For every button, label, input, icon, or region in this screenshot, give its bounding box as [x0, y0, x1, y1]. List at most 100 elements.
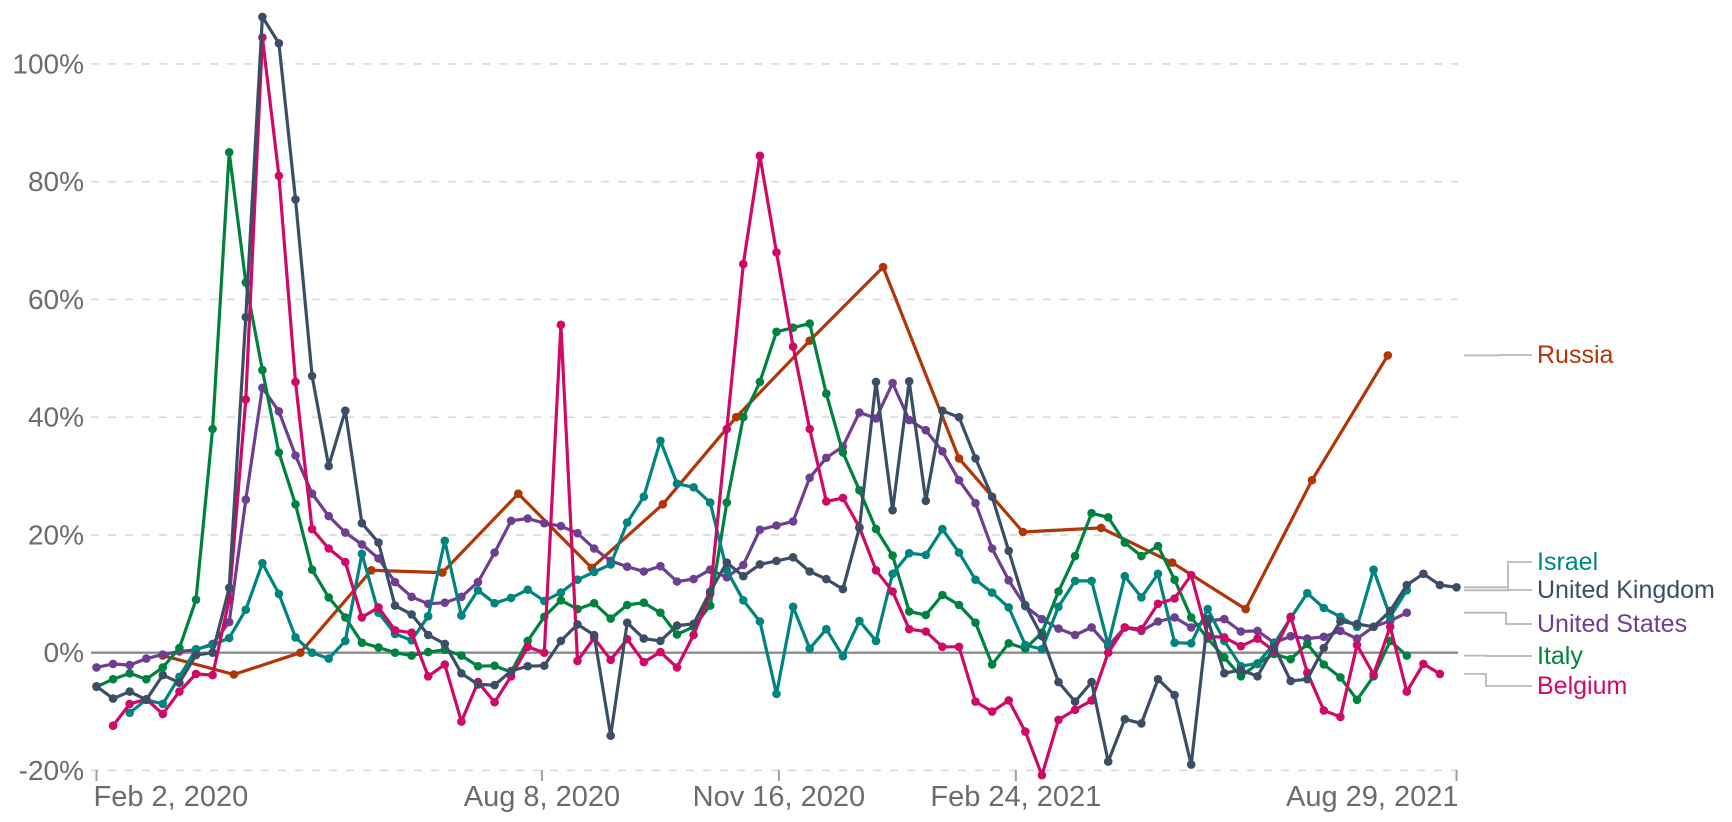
- data-point: [540, 518, 549, 528]
- data-point: [440, 598, 450, 607]
- data-point: [656, 561, 665, 571]
- data-point: [805, 473, 814, 483]
- data-point: [722, 498, 732, 507]
- data-point: [606, 655, 615, 665]
- data-point: [838, 584, 848, 594]
- data-point: [1054, 715, 1063, 725]
- data-point: [1186, 613, 1196, 622]
- data-point: [1253, 672, 1262, 681]
- data-point: [258, 12, 267, 22]
- data-point: [971, 697, 980, 706]
- series-italy[interactable]: [92, 148, 1412, 705]
- data-point: [307, 648, 317, 657]
- data-point: [921, 425, 931, 435]
- data-point: [1087, 508, 1096, 518]
- data-point: [739, 412, 748, 422]
- legend-label-united-states[interactable]: United States: [1537, 610, 1687, 638]
- data-point: [1070, 551, 1080, 561]
- legend-label-united-kingdom[interactable]: United Kingdom: [1537, 576, 1715, 604]
- data-point: [1186, 570, 1196, 580]
- data-point: [540, 661, 549, 670]
- data-point: [357, 613, 367, 622]
- data-point: [274, 171, 284, 181]
- data-point: [1303, 674, 1312, 684]
- data-point: [705, 498, 715, 507]
- data-point: [921, 550, 931, 560]
- data-point: [1336, 673, 1345, 682]
- data-point: [1004, 603, 1013, 612]
- data-point: [788, 553, 798, 562]
- legend-label-italy[interactable]: Italy: [1537, 642, 1583, 670]
- series-belgium[interactable]: [108, 33, 1445, 780]
- data-point: [722, 558, 732, 567]
- data-point: [1153, 599, 1163, 609]
- data-point: [1021, 640, 1030, 650]
- series-united-states[interactable]: [92, 378, 1412, 672]
- data-point: [1167, 558, 1177, 567]
- data-point: [938, 406, 947, 416]
- data-point: [1120, 571, 1130, 581]
- data-point: [1021, 727, 1030, 736]
- data-point: [208, 648, 217, 657]
- data-point: [556, 636, 566, 646]
- data-point: [556, 588, 566, 597]
- data-point: [291, 500, 300, 509]
- data-point: [938, 642, 947, 652]
- data-point: [274, 448, 284, 457]
- data-point: [1004, 576, 1013, 585]
- data-point: [1170, 575, 1179, 584]
- legend-label-israel[interactable]: Israel: [1537, 548, 1598, 576]
- data-point: [1096, 523, 1106, 533]
- data-point: [755, 525, 765, 534]
- data-point: [390, 577, 400, 587]
- x-axis-label: Aug 29, 2021: [1286, 781, 1459, 813]
- data-point: [490, 661, 499, 670]
- data-point: [1369, 622, 1378, 632]
- data-point: [473, 661, 483, 671]
- data-point: [1120, 623, 1130, 632]
- series-israel[interactable]: [125, 436, 1412, 718]
- data-point: [888, 505, 897, 515]
- data-point: [142, 674, 151, 684]
- data-point: [158, 670, 168, 680]
- data-point: [523, 642, 532, 652]
- data-point: [904, 377, 914, 386]
- data-point: [1037, 631, 1047, 641]
- data-point: [573, 656, 582, 666]
- data-point: [755, 560, 765, 569]
- data-point: [125, 708, 134, 718]
- data-point: [307, 524, 317, 534]
- data-point: [606, 731, 615, 740]
- data-point: [1253, 626, 1262, 636]
- data-point: [540, 648, 549, 657]
- data-point: [1336, 712, 1345, 722]
- data-point: [357, 549, 367, 559]
- data-point: [274, 407, 284, 416]
- data-point: [191, 669, 201, 679]
- data-point: [589, 544, 599, 553]
- data-point: [1220, 633, 1229, 642]
- y-axis-label: 80%: [28, 166, 84, 197]
- data-point: [490, 697, 499, 707]
- data-point: [639, 598, 649, 607]
- data-point: [656, 647, 665, 657]
- series-united-kingdom[interactable]: [92, 12, 1461, 769]
- legend-connector-israel: [1464, 561, 1532, 592]
- legend-label-russia[interactable]: Russia: [1537, 341, 1614, 369]
- data-point: [423, 611, 433, 621]
- data-point: [1402, 580, 1412, 590]
- data-point: [523, 585, 532, 594]
- legend-connector-united-states: [1464, 611, 1532, 625]
- legend-label-belgium[interactable]: Belgium: [1537, 672, 1627, 700]
- data-point: [1236, 665, 1246, 675]
- data-point: [423, 647, 433, 657]
- data-point: [324, 544, 334, 553]
- data-point: [772, 327, 781, 337]
- data-point: [341, 636, 350, 646]
- data-point: [367, 566, 376, 575]
- data-point: [1253, 659, 1262, 668]
- data-point: [1137, 624, 1146, 634]
- data-point: [175, 678, 184, 687]
- data-point: [622, 562, 632, 571]
- data-point: [1203, 604, 1212, 614]
